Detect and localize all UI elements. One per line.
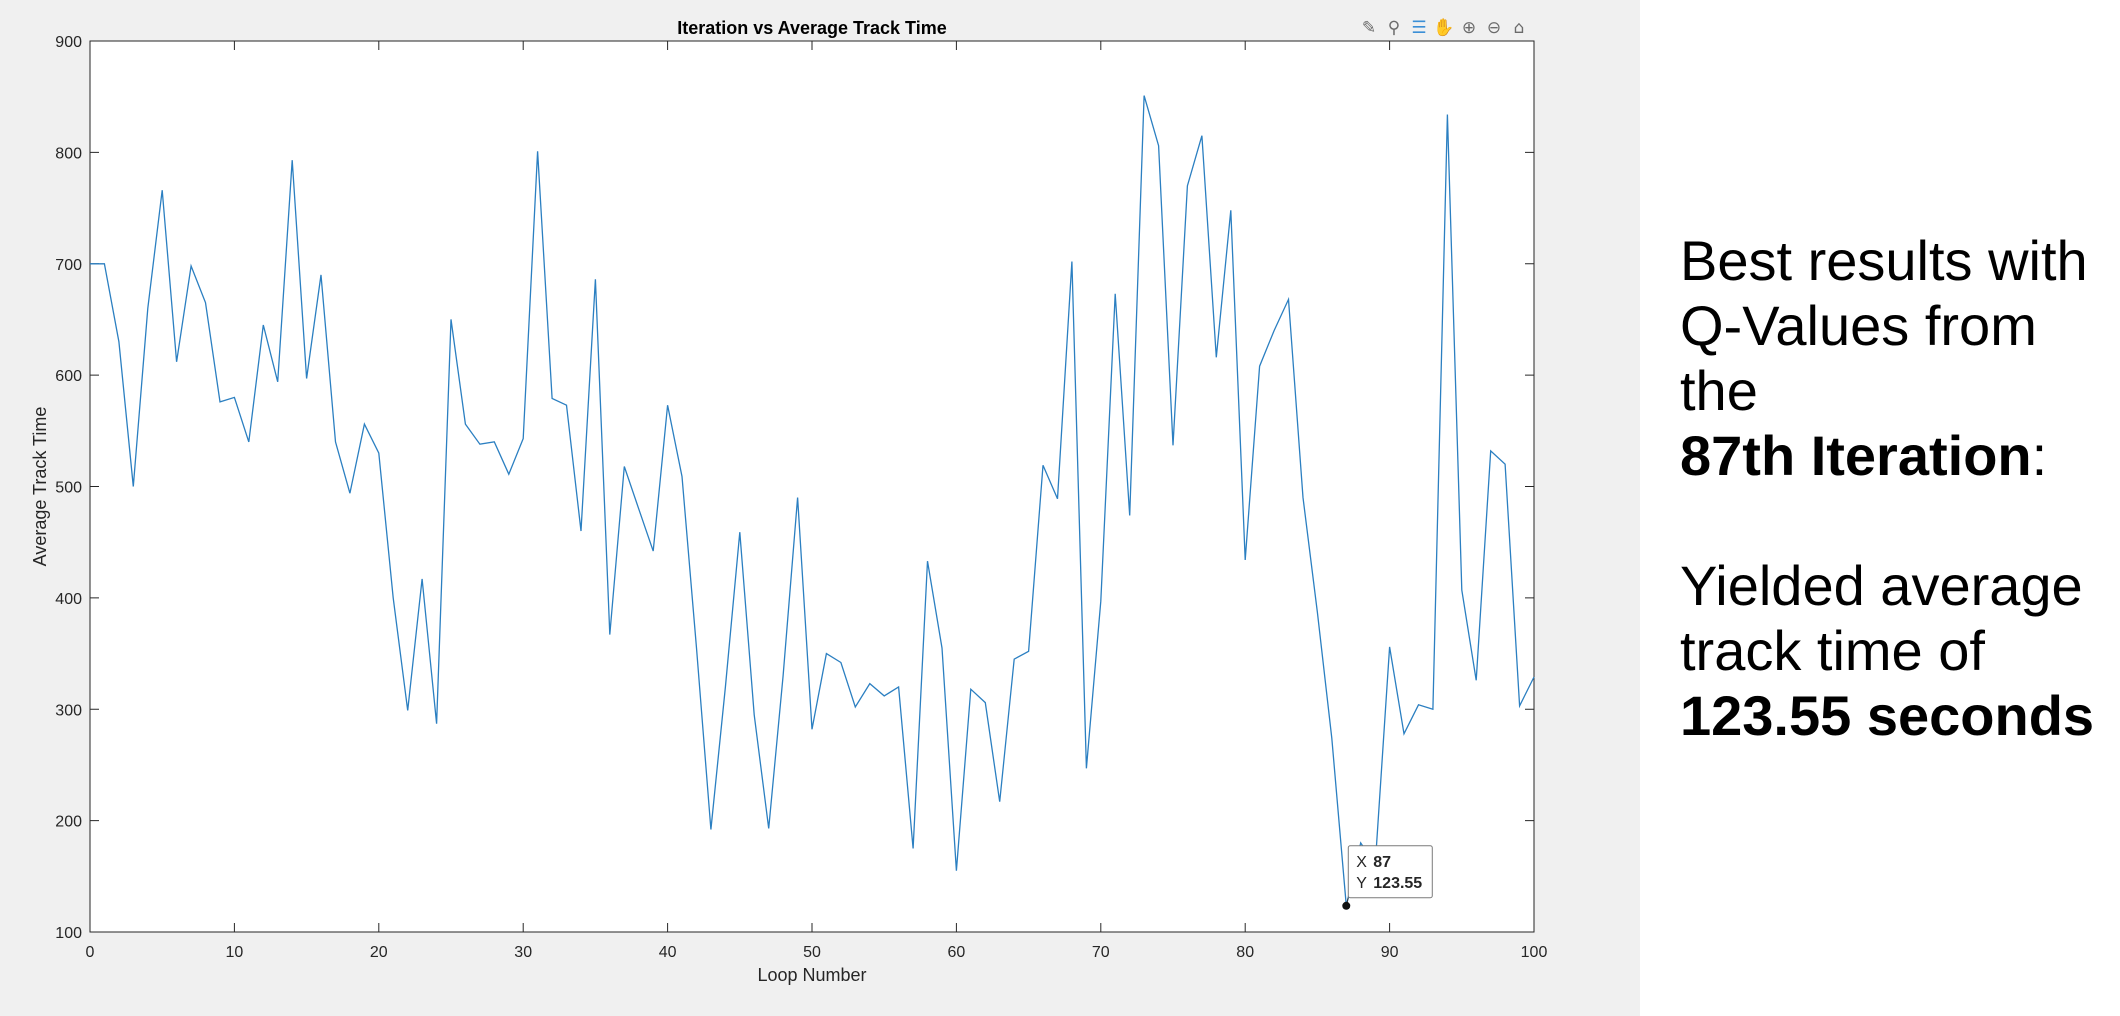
y-tick-label: 700 (55, 257, 82, 274)
axis-ticks: 0 10 20 30 40 50 60 70 80 90 100 100 200 300 400 500 600… (55, 34, 1547, 961)
data-tip-y-label: Y (1356, 875, 1367, 892)
x-tick-label: 50 (803, 944, 821, 961)
x-tick-label: 40 (659, 944, 677, 961)
annotation-line: Q-Values from the (1680, 294, 2037, 422)
data-cursor-icon[interactable]: ☰ (1411, 18, 1427, 38)
zoom-in-icon[interactable]: ⊕ (1461, 18, 1477, 38)
figure-area: 0 10 20 30 40 50 60 70 80 90 100 100 200 300 400 500 600… (0, 0, 1640, 1016)
y-tick-label: 400 (55, 591, 82, 608)
line-chart: 0 10 20 30 40 50 60 70 80 90 100 100 200 300 400 500 600… (30, 18, 1547, 985)
x-tick-label: 70 (1092, 944, 1110, 961)
y-tick-label: 200 (55, 814, 82, 831)
y-tick-label: 500 (55, 480, 82, 497)
x-tick-label: 30 (514, 944, 532, 961)
y-tick-label: 600 (55, 368, 82, 385)
best-iteration-text: 87th Iteration (1680, 424, 2032, 487)
x-axis-label: Loop Number (757, 965, 866, 985)
annotation-line: Best results with (1680, 229, 2088, 292)
best-time-text: 123.55 seconds (1680, 684, 2095, 747)
x-tick-label: 20 (370, 944, 388, 961)
data-tip-x-label: X (1356, 854, 1367, 871)
annotation-line: Yielded average (1680, 554, 2083, 617)
annotation-line: track time of (1680, 619, 1985, 682)
data-tip-x-value: 87 (1373, 854, 1391, 871)
brush-icon[interactable]: ✎ (1361, 18, 1377, 38)
pan-icon[interactable]: ✋ (1433, 18, 1455, 38)
x-tick-label: 100 (1521, 944, 1548, 961)
data-tip[interactable]: X 87 Y 123.55 (1342, 845, 1433, 910)
axes-toolbar: ✎ ⚲ ☰ ✋ ⊕ ⊖ ⌂ (1358, 14, 1530, 42)
y-tick-label: 300 (55, 702, 82, 719)
y-axis-label: Average Track Time (30, 407, 50, 567)
results-annotation: Best results with Q-Values from the 87th… (1680, 228, 2120, 748)
data-tip-marker[interactable] (1342, 901, 1351, 910)
zoom-out-icon[interactable]: ⊖ (1486, 18, 1502, 38)
y-tick-label: 900 (55, 34, 82, 51)
plot-area[interactable] (89, 40, 1535, 933)
x-tick-label: 80 (1236, 944, 1254, 961)
data-tip-y-value: 123.55 (1373, 875, 1422, 892)
y-tick-label: 100 (55, 925, 82, 942)
annotation-line: 87th Iteration: (1680, 423, 2120, 488)
x-tick-label: 10 (226, 944, 244, 961)
x-tick-label: 60 (948, 944, 966, 961)
x-tick-label: 90 (1381, 944, 1399, 961)
y-tick-label: 800 (55, 145, 82, 162)
data-tip-box[interactable] (1347, 845, 1433, 899)
data-tip-icon[interactable]: ⚲ (1387, 18, 1401, 38)
series-line (90, 95, 1535, 906)
x-tick-label: 0 (86, 944, 95, 961)
annotation-colon: : (2031, 424, 2048, 487)
chart-title: Iteration vs Average Track Time (677, 18, 946, 38)
home-icon[interactable]: ⌂ (1513, 18, 1525, 38)
